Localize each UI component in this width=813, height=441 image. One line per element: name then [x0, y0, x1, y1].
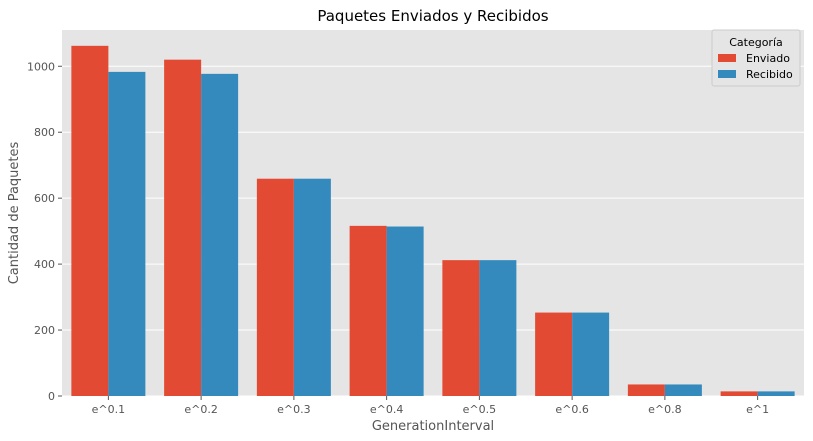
y-tick-label: 400 — [34, 258, 55, 271]
x-tick-label: e^0.3 — [277, 403, 310, 416]
bar-recibido-6 — [664, 384, 702, 396]
x-tick-label: e^0.1 — [92, 403, 125, 416]
bar-enviado-7 — [720, 391, 758, 396]
y-tick-label: 0 — [48, 390, 55, 403]
legend-swatch-recibido — [718, 70, 736, 78]
bar-enviado-5 — [535, 312, 573, 396]
y-tick-label: 600 — [34, 192, 55, 205]
chart-title: Paquetes Enviados y Recibidos — [317, 7, 548, 25]
bars — [71, 45, 795, 397]
bar-recibido-0 — [108, 71, 146, 397]
y-tick-label: 1000 — [27, 60, 55, 73]
legend-label-enviado: Enviado — [746, 52, 790, 65]
bar-recibido-2 — [293, 178, 331, 396]
x-tick-label: e^0.6 — [555, 403, 588, 416]
y-tick-label: 200 — [34, 324, 55, 337]
y-axis: 0 200 400 600 800 1000 — [27, 60, 62, 403]
bar-enviado-2 — [256, 178, 294, 396]
bar-recibido-1 — [201, 73, 239, 396]
x-tick-label: e^0.4 — [370, 403, 403, 416]
bar-enviado-1 — [164, 59, 202, 397]
x-axis-label: GenerationInterval — [372, 419, 494, 434]
bar-enviado-4 — [442, 260, 480, 396]
x-tick-label: e^0.5 — [463, 403, 496, 416]
legend-swatch-enviado — [718, 54, 736, 62]
bar-enviado-0 — [71, 45, 109, 396]
bar-recibido-3 — [386, 226, 424, 396]
x-tick-label: e^1 — [746, 403, 769, 416]
bar-recibido-5 — [572, 312, 610, 396]
bar-recibido-7 — [757, 391, 795, 396]
bar-enviado-3 — [349, 225, 387, 396]
y-axis-label: Cantidad de Paquetes — [7, 141, 22, 284]
bar-recibido-4 — [479, 260, 517, 396]
legend: Categoría Enviado Recibido — [711, 29, 801, 87]
legend-label-recibido: Recibido — [746, 68, 793, 81]
legend-title: Categoría — [729, 36, 783, 49]
x-tick-label: e^0.2 — [184, 403, 217, 416]
x-axis: e^0.1 e^0.2 e^0.3 e^0.4 e^0.5 e^0.6 e^0.8 e^1 — [92, 396, 769, 416]
x-tick-label: e^0.8 — [648, 403, 681, 416]
y-tick-label: 800 — [34, 126, 55, 139]
bar-enviado-6 — [627, 384, 665, 396]
